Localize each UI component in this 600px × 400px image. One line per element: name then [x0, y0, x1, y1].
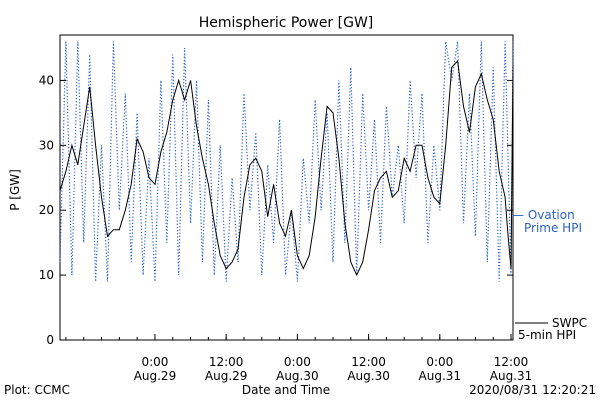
x-tick-time: 0:00	[141, 355, 168, 369]
legend-ovation-line2: Prime HPI	[524, 221, 582, 235]
x-tick-date: Aug.29	[205, 369, 248, 383]
x-tick-date: Aug.29	[134, 369, 177, 383]
plot-frame	[59, 34, 514, 341]
x-tick-time: 12:00	[351, 355, 386, 369]
x-tick-date: Aug.30	[276, 369, 319, 383]
x-tick-time: 0:00	[426, 355, 453, 369]
footer-timestamp: 2020/08/31 12:20:21	[469, 383, 596, 397]
x-tick-time: 12:00	[494, 355, 529, 369]
x-tick-date: Aug.31	[490, 369, 533, 383]
y-tick-label: 30	[39, 138, 54, 152]
chart-title: Hemispheric Power [GW]	[199, 15, 374, 31]
legend-swpc-line1: SWPC	[552, 316, 587, 330]
y-tick-label: 10	[39, 268, 54, 282]
y-tick-label: 40	[39, 73, 54, 87]
footer-source: Plot: CCMC	[4, 383, 70, 397]
y-axis-ticks: 0 10 20 30 40	[39, 73, 513, 347]
series-line-ovation-prime-hpi	[59, 41, 514, 282]
x-axis-ticks: 0:00Aug.2912:00Aug.290:00Aug.3012:00Aug.…	[65, 334, 533, 383]
legend-ovation-line1: — Ovation	[512, 208, 575, 222]
legend-swpc-line2: 5-min HPI	[518, 328, 576, 342]
y-tick-label: 0	[46, 333, 54, 347]
x-axis-label: Date and Time	[242, 383, 330, 397]
x-tick-date: Aug.31	[419, 369, 462, 383]
x-tick-date: Aug.30	[347, 369, 390, 383]
x-tick-time: 0:00	[284, 355, 311, 369]
y-tick-label: 20	[39, 203, 54, 217]
legend: — Ovation Prime HPI SWPC 5-min HPI	[512, 208, 587, 342]
y-axis-label: P [GW]	[8, 169, 22, 211]
series-layer	[59, 41, 514, 282]
series-line-swpc-5-min-hpi	[59, 59, 514, 277]
x-tick-time: 12:00	[209, 355, 244, 369]
